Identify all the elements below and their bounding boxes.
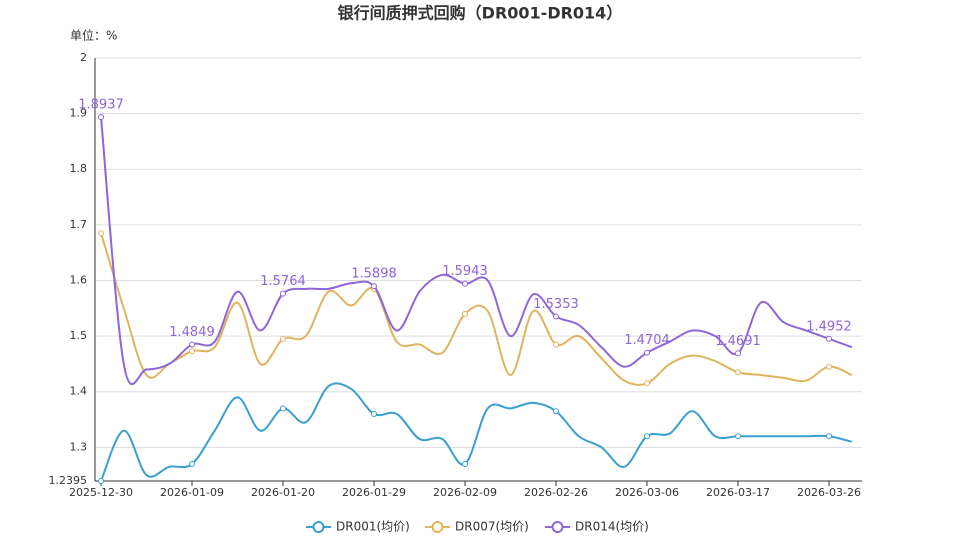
point-marker: [735, 433, 741, 440]
point-marker: [98, 478, 104, 484]
value-label: 1.4704: [624, 333, 670, 348]
chart-title: 银行间质押式回购（DR001-DR014）: [338, 4, 623, 23]
point-marker: [462, 461, 468, 468]
legend-label: DR007(均价): [455, 520, 529, 534]
y-tick-label: 2: [80, 51, 87, 64]
x-tick-label: 2025-12-30: [69, 486, 133, 499]
point-marker: [553, 341, 559, 348]
y-tick-label: 1.5: [70, 329, 88, 342]
point-marker: [644, 380, 650, 387]
legend-icon: [312, 521, 325, 533]
x-tick-label: 2026-01-20: [251, 486, 315, 499]
value-label: 1.5943: [442, 264, 488, 279]
point-marker: [735, 369, 741, 376]
x-tick-label: 2026-03-06: [615, 486, 679, 499]
point-marker: [826, 335, 832, 342]
series-line: [100, 382, 852, 482]
x-tick-label: 2026-01-29: [342, 486, 406, 499]
x-tick-label: 2026-03-17: [706, 486, 770, 499]
point-marker: [462, 310, 468, 317]
x-tick-label: 2026-02-26: [524, 486, 588, 499]
legend-label: DR001(均价): [336, 520, 410, 534]
point-marker: [735, 350, 741, 357]
value-label: 1.8937: [78, 98, 124, 113]
y-tick-label: 1.2395: [49, 474, 88, 487]
point-marker: [371, 283, 377, 290]
series-line: [100, 232, 853, 386]
point-marker: [98, 114, 104, 121]
legend-icon: [431, 521, 444, 533]
value-label: 1.5764: [260, 274, 306, 289]
x-tick-label: 2026-01-09: [160, 486, 224, 499]
point-marker: [826, 433, 832, 440]
value-label: 1.5898: [351, 267, 397, 282]
x-tick-label: 2026-02-09: [433, 486, 497, 499]
value-label: 1.4691: [715, 334, 761, 349]
point-marker: [189, 461, 195, 468]
value-label: 1.5353: [533, 297, 579, 312]
y-tick-label: 1.9: [70, 107, 88, 120]
y-tick-label: 1.6: [70, 273, 88, 286]
point-marker: [553, 313, 559, 320]
point-marker: [462, 280, 468, 287]
y-tick-label: 1.7: [70, 218, 88, 231]
y-tick-label: 1.4: [70, 385, 88, 398]
point-marker: [280, 290, 286, 297]
y-unit-label: 单位：%: [70, 28, 117, 43]
point-marker: [826, 363, 832, 370]
x-tick-label: 2026-03-26: [797, 486, 861, 499]
point-marker: [553, 408, 559, 415]
point-marker: [371, 410, 377, 417]
point-marker: [280, 405, 286, 412]
point-marker: [98, 230, 104, 237]
y-tick-label: 1.3: [70, 440, 88, 453]
point-marker: [189, 348, 195, 355]
value-label: 1.4849: [169, 325, 215, 340]
y-tick-label: 1.8: [70, 162, 88, 175]
point-marker: [644, 433, 650, 440]
value-label: 1.4952: [806, 319, 852, 334]
point-marker: [280, 335, 286, 342]
legend-icon: [551, 521, 564, 533]
legend-label: DR014(均价): [575, 520, 649, 534]
point-marker: [189, 341, 195, 348]
point-marker: [644, 349, 650, 356]
